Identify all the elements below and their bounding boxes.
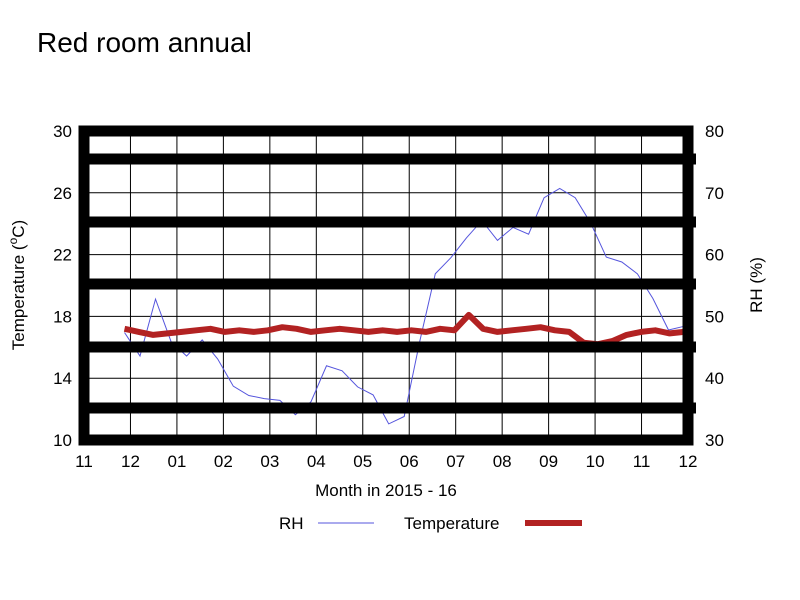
y-right-tick-label: 60 [705,246,724,265]
y-left-tick-label: 14 [53,369,72,388]
y-left-tick-label: 30 [53,122,72,141]
x-tick-label: 02 [214,452,233,471]
y-right-axis-label: RH (%) [747,257,766,313]
x-tick-label: 12 [121,452,140,471]
y-left-tick-label: 18 [53,307,72,326]
y-left-axis-label-sup: o [6,237,20,244]
tick-labels: 11 12 01 02 03 04 05 06 07 08 09 10 11 12101418222630… [53,122,724,471]
x-tick-label: 01 [167,452,186,471]
x-tick-label: 10 [586,452,605,471]
x-tick-label: 05 [353,452,372,471]
y-right-tick-label: 70 [705,184,724,203]
x-tick-label: 11 [75,452,93,471]
y-left-tick-label: 26 [53,184,72,203]
plot-frame [78,125,696,446]
x-tick-label: 12 [679,452,698,471]
legend: RH Temperature [279,514,582,533]
x-tick-label: 04 [307,452,326,471]
y-left-axis-label: Temperature (oC) [6,220,28,350]
legend-label-temperature: Temperature [404,514,499,533]
y-left-tick-label: 10 [53,431,72,450]
chart-title: Red room annual [37,27,252,58]
x-tick-label: 07 [446,452,465,471]
y-left-tick-label: 22 [53,246,72,265]
x-tick-label: 11 [633,452,651,471]
x-axis-label: Month in 2015 - 16 [315,481,457,500]
y-right-tick-label: 80 [705,122,724,141]
series-line-temperature [123,311,685,348]
x-tick-label: 08 [493,452,512,471]
x-tick-label: 03 [260,452,279,471]
y-left-axis-label-base: Temperature ( [9,244,28,350]
x-tick-label: 09 [539,452,558,471]
x-tick-label: 06 [400,452,419,471]
legend-label-rh: RH [279,514,304,533]
y-right-tick-label: 50 [705,307,724,326]
y-right-tick-label: 40 [705,369,724,388]
y-right-tick-label: 30 [705,431,724,450]
y-left-axis-label-tail: C) [9,220,28,238]
